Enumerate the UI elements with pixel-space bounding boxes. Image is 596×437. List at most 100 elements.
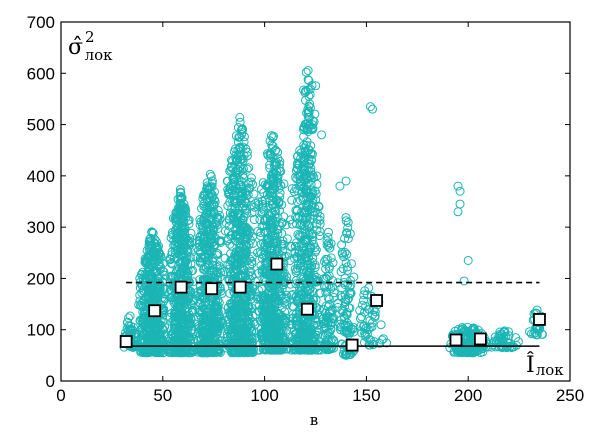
scatter-point bbox=[254, 307, 264, 316]
scatter-point bbox=[242, 316, 252, 326]
scatter-point bbox=[504, 327, 513, 337]
scatter-point bbox=[154, 249, 164, 259]
scatter-point bbox=[253, 227, 263, 236]
scatter-point bbox=[267, 171, 276, 181]
scatter-point bbox=[237, 304, 247, 313]
hline-label: Îлок bbox=[526, 351, 564, 379]
scatter-point bbox=[304, 91, 314, 101]
scatter-point bbox=[453, 207, 463, 217]
scatter-point bbox=[235, 301, 245, 311]
scatter-point bbox=[262, 214, 272, 223]
scatter-point bbox=[490, 332, 500, 342]
scatter-point bbox=[262, 181, 272, 191]
scatter-point bbox=[256, 261, 266, 271]
scatter-point bbox=[305, 159, 315, 169]
scatter-point bbox=[225, 166, 235, 176]
scatter-point bbox=[312, 272, 322, 282]
scatter-point bbox=[537, 329, 547, 339]
scatter-point bbox=[287, 195, 297, 205]
scatter-point bbox=[234, 180, 244, 190]
scatter-point bbox=[174, 249, 184, 259]
scatter-point bbox=[340, 233, 350, 243]
x-tick-label: 150 bbox=[352, 386, 380, 405]
scatter-point bbox=[181, 206, 191, 215]
scatter-point bbox=[142, 280, 152, 290]
scatter-point bbox=[341, 176, 351, 186]
scatter-point bbox=[341, 216, 351, 226]
scatter-point bbox=[275, 325, 284, 335]
scatter-point bbox=[495, 332, 505, 341]
scatter-point bbox=[239, 173, 249, 183]
scatter-point bbox=[198, 239, 208, 249]
scatter-point bbox=[273, 271, 283, 281]
scatter-point bbox=[312, 179, 322, 189]
scatter-point bbox=[303, 249, 313, 259]
scatter-point bbox=[231, 131, 241, 141]
scatter-point bbox=[302, 188, 312, 198]
scatter-point bbox=[294, 248, 304, 258]
scatter-point bbox=[365, 316, 375, 325]
scatter-point bbox=[230, 195, 240, 205]
scatter-point bbox=[285, 279, 295, 289]
scatter-point bbox=[262, 233, 272, 243]
scatter-point bbox=[349, 272, 359, 282]
scatter-point bbox=[208, 261, 218, 270]
scatter-point bbox=[340, 273, 350, 283]
scatter-point bbox=[231, 196, 241, 206]
scatter-point bbox=[302, 330, 312, 339]
x-tick-label: 250 bbox=[556, 386, 584, 405]
scatter-point bbox=[243, 224, 253, 234]
scatter-point bbox=[239, 213, 249, 222]
scatter-point bbox=[209, 273, 219, 283]
scatter-point bbox=[357, 312, 367, 322]
scatter-point bbox=[321, 259, 331, 269]
scatter-point bbox=[321, 322, 331, 332]
scatter-point bbox=[305, 204, 315, 214]
hline-label-subscript: лок bbox=[536, 361, 565, 379]
scatter-point bbox=[288, 314, 297, 324]
scatter-point bbox=[239, 223, 249, 233]
scatter-point bbox=[229, 147, 239, 157]
y-tick-label: 400 bbox=[27, 167, 55, 186]
scatter-point bbox=[322, 240, 332, 250]
scatter-point bbox=[272, 322, 282, 332]
square-markers bbox=[119, 257, 546, 352]
scatter-point bbox=[303, 105, 313, 115]
scatter-point bbox=[246, 173, 256, 183]
scatter-point bbox=[169, 320, 179, 330]
scatter-point bbox=[337, 283, 347, 293]
scatter-point bbox=[199, 190, 209, 199]
scatter-point bbox=[175, 226, 185, 236]
scatter-point bbox=[368, 104, 378, 114]
scatter-point bbox=[498, 342, 508, 352]
scatter-point bbox=[364, 283, 374, 293]
scatter-point bbox=[300, 284, 310, 294]
scatter-point bbox=[299, 151, 309, 161]
y-axis-label-subscript: лок bbox=[85, 46, 114, 64]
square-marker bbox=[300, 302, 314, 316]
scatter-point bbox=[375, 338, 385, 348]
scatter-point bbox=[326, 253, 336, 263]
scatter-point bbox=[304, 159, 314, 169]
scatter-point bbox=[272, 225, 282, 235]
scatter-point bbox=[315, 231, 324, 241]
scatter-point bbox=[264, 300, 273, 310]
plot-frame bbox=[60, 21, 571, 382]
scatter-point bbox=[338, 249, 348, 259]
scatter-point bbox=[195, 231, 205, 241]
square-marker bbox=[533, 313, 546, 326]
scatter-point bbox=[273, 295, 283, 305]
scatter-point bbox=[176, 245, 185, 255]
scatter-point bbox=[144, 237, 154, 247]
scatter-point bbox=[169, 325, 179, 335]
scatter-point bbox=[198, 333, 208, 342]
scatter-point bbox=[290, 254, 299, 263]
scatter-point bbox=[267, 215, 277, 225]
scatter-point bbox=[228, 316, 238, 326]
scatter-point bbox=[256, 249, 266, 259]
scatter-point bbox=[304, 227, 314, 237]
scatter-point bbox=[231, 231, 240, 241]
scatter-point bbox=[247, 256, 257, 266]
scatter-point bbox=[358, 300, 367, 310]
scatter-point bbox=[459, 276, 469, 286]
